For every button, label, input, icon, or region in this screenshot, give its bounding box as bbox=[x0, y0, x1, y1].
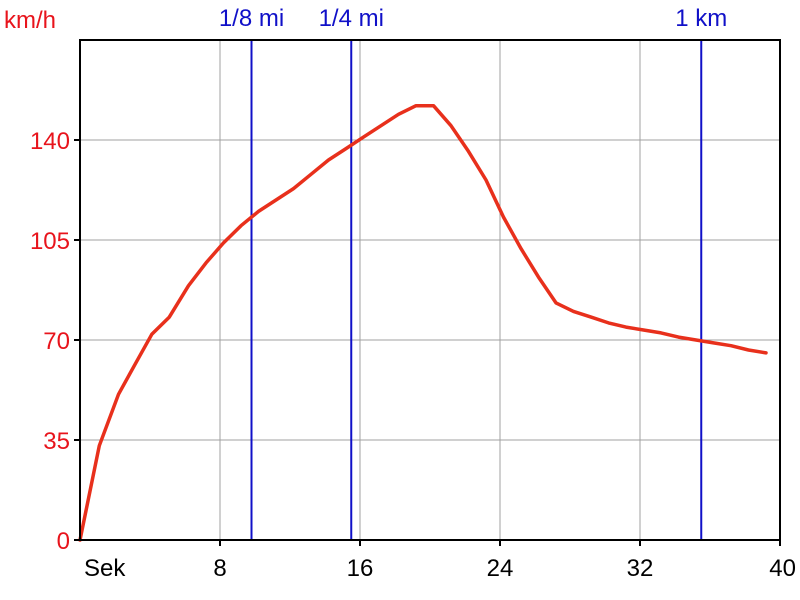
distance-marker-label: 1 km bbox=[675, 5, 727, 32]
distance-marker-label: 1/8 mi bbox=[219, 5, 284, 32]
distance-marker-labels: 1/8 mi 1/4 mi 1 km bbox=[219, 5, 727, 32]
grid-lines bbox=[80, 40, 780, 540]
plot-frame bbox=[79, 39, 781, 541]
y-axis-unit-label: km/h bbox=[4, 7, 56, 34]
x-tick-label: 8 bbox=[213, 555, 226, 582]
x-axis-unit-label: Sek bbox=[84, 555, 126, 582]
x-tick-label: 40 bbox=[769, 555, 796, 582]
y-tick-label: 0 bbox=[57, 528, 70, 555]
y-tick-label: 105 bbox=[30, 228, 70, 255]
x-tick-labels: 8 16 24 32 40 bbox=[213, 540, 796, 582]
y-tick-label: 35 bbox=[43, 428, 70, 455]
y-tick-label: 140 bbox=[30, 128, 70, 155]
distance-marker-lines bbox=[250, 40, 703, 540]
x-tick-label: 32 bbox=[627, 555, 654, 582]
x-tick-label: 24 bbox=[487, 555, 514, 582]
distance-marker-label: 1/4 mi bbox=[319, 5, 384, 32]
y-tick-labels: 0 35 70 105 140 bbox=[30, 128, 80, 555]
speed-series-line bbox=[78, 103, 768, 542]
y-tick-label: 70 bbox=[43, 328, 70, 355]
x-tick-label: 16 bbox=[347, 555, 374, 582]
